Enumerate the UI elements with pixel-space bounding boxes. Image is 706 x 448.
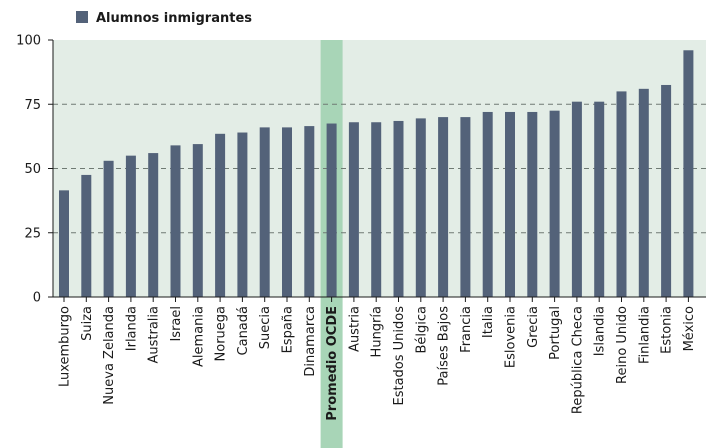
bar-11 [304,126,315,297]
bar-16 [415,118,426,297]
bar-25 [616,91,627,298]
x-category-label-3: Irlanda [124,306,139,351]
legend-swatch [76,11,88,23]
x-category-label-18: Francia [459,306,474,353]
bar-19 [482,111,493,298]
bar-7 [215,133,226,297]
x-category-label-13: Austria [347,306,362,352]
bar-17 [438,117,449,297]
bar-10 [282,127,292,297]
bar-24 [594,101,605,298]
bars [59,50,694,298]
y-tick-label-100: 100 [16,34,41,49]
bar-6 [192,144,203,297]
x-category-label-24: Islandia [593,306,608,356]
bar-18 [460,117,471,297]
x-category-label-28: México [682,306,697,351]
y-tick-label-50: 50 [24,162,41,177]
bar-13 [348,122,359,298]
x-category-label-14: Hungría [370,306,385,357]
x-category-label-25: Reino Unido [615,306,630,384]
x-category-label-17: Países Bajos [437,306,452,386]
x-category-label-0: Luxemburgo [58,306,73,387]
bar-22 [549,110,560,297]
legend: Alumnos inmigrantes [76,11,252,26]
bar-15 [393,120,404,297]
x-category-label-19: Italia [481,306,496,338]
x-category-label-4: Australia [147,306,162,364]
x-category-label-16: Bélgica [414,306,429,354]
x-category-label-12: Promedio OCDE [325,306,340,421]
bar-27 [661,84,672,297]
x-category-label-26: Finlandia [637,306,652,364]
bar-21 [527,111,538,298]
y-tick-label-75: 75 [24,98,41,113]
bar-8 [237,132,248,297]
bar-3 [125,155,136,297]
bar-12 [326,123,337,298]
bar-1 [81,174,92,297]
x-category-label-23: República Checa [570,306,585,414]
bar-26 [638,88,649,297]
x-category-label-20: Eslovenia [504,306,519,368]
bar-4 [148,153,159,297]
x-category-label-6: Alemania [191,306,206,367]
bar-0 [59,190,69,297]
x-category-label-5: Israel [169,306,184,342]
x-category-label-8: Canadá [236,306,251,355]
bar-9 [259,127,270,297]
x-category-label-11: Dinamarca [303,306,318,377]
bar-20 [505,111,515,298]
y-tick-label-25: 25 [24,226,41,241]
bar-2 [103,160,114,297]
x-category-label-21: Grecia [526,306,541,348]
y-tick-label-0: 0 [33,291,41,306]
x-category-label-1: Suiza [80,306,95,341]
x-category-label-10: España [281,306,296,353]
bar-23 [571,101,582,298]
x-category-label-2: Nueva Zelanda [102,306,117,405]
bar-28 [683,50,694,297]
x-category-label-15: Estados Unidos [392,306,407,406]
x-axis-labels: Luxemburgo Suiza Nueva Zelanda Irlanda Austr… [58,297,697,421]
bar-5 [170,145,181,297]
x-category-label-27: Estonia [660,306,675,354]
bar-14 [371,122,382,298]
x-category-label-7: Noruega [214,306,229,361]
legend-label: Alumnos inmigrantes [96,11,252,26]
x-category-label-22: Portugal [548,306,563,360]
x-category-label-9: Suecia [258,306,273,349]
y-axis-ticks: 0 25 50 75 100 [16,34,53,306]
